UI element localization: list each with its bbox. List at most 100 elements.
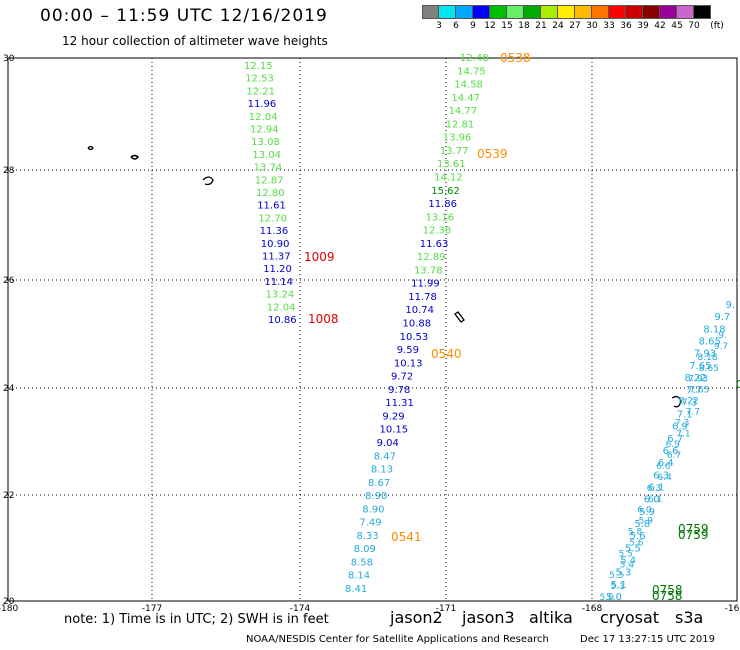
swh-value-east-edge: 6.4 xyxy=(658,458,674,469)
credit-line: NOAA/NESDIS Center for Satellite Applica… xyxy=(246,634,549,645)
swh-value-east-edge2: 6.1 xyxy=(648,495,662,505)
swh-value-east: 11.78 xyxy=(408,292,437,303)
swh-value-east-edge: 6.6 xyxy=(663,446,679,457)
legend-tick: 27 xyxy=(569,21,581,31)
swh-value-west: 13.24 xyxy=(266,290,295,301)
legend-labels: 3 6 9 12 15 18 21 24 27 30 33 36 39 42 45 70 (ft) xyxy=(422,19,724,33)
swh-value-east-edge: 5.3 xyxy=(616,568,632,579)
swh-value-east-edge2: 5.0 xyxy=(600,593,615,603)
swh-value-west: 13.74 xyxy=(254,163,283,174)
swh-value-east: 13.77 xyxy=(440,146,469,157)
swh-value-east-edge2: 7.65 xyxy=(689,386,709,396)
swh-value-east: 13.96 xyxy=(443,133,472,144)
time-label: 0538 xyxy=(500,51,531,65)
time-label: 0758 xyxy=(652,583,683,597)
y-tick-label: 20 xyxy=(3,597,15,607)
swh-value-east: 8.09 xyxy=(354,544,376,555)
time-label: 0540 xyxy=(431,347,462,361)
legend-swatch xyxy=(677,5,694,19)
swh-value-east: 14.47 xyxy=(451,93,480,104)
swh-value-east-edge: 8.65 xyxy=(699,337,721,348)
swh-value-west: 11.61 xyxy=(257,201,286,212)
color-legend: 3 6 9 12 15 18 21 24 27 30 33 36 39 42 45 70 (ft) xyxy=(422,5,724,33)
swh-value-east-edge: 6.3 xyxy=(653,470,669,481)
swh-value-west: 13.08 xyxy=(251,137,280,148)
swh-value-east: 8.41 xyxy=(345,584,367,595)
x-tick-label: -174 xyxy=(290,604,311,614)
swh-value-east: 12.81 xyxy=(446,119,475,130)
swh-value-east-edge2: 5.3 xyxy=(609,571,623,581)
swh-value-east-edge: 8.22 xyxy=(684,373,706,384)
swh-value-east-edge2: 5.8 xyxy=(628,528,643,538)
swh-value-east-edge: 6.1 xyxy=(648,483,664,494)
swh-value-east-edge2: 7.3 xyxy=(675,418,689,428)
island-outline xyxy=(130,154,139,160)
y-tick-label: 28 xyxy=(3,166,15,176)
x-tick-label: -16 xyxy=(725,604,740,614)
swh-value-east: 7.49 xyxy=(359,518,381,529)
legend-tick: 30 xyxy=(586,21,598,31)
legend-swatch xyxy=(524,5,541,19)
legend-swatch xyxy=(643,5,660,19)
swh-value-west: 11.96 xyxy=(248,99,277,110)
swh-value-east-edge2: 8.18 xyxy=(698,353,718,363)
swh-value-east: 11.86 xyxy=(428,199,457,210)
swh-value-east: 9.59 xyxy=(397,345,419,356)
swh-value-east-edge2: 8.65 xyxy=(699,364,719,374)
swh-value-east: 11.99 xyxy=(411,279,440,290)
swh-value-east: 15.62 xyxy=(431,186,460,197)
swh-value-east-edge: 5.0 xyxy=(606,592,622,603)
swh-value-east-edge2: 5.4 xyxy=(620,560,635,570)
swh-value-east-edge2: 7.7 xyxy=(686,407,700,417)
swh-value-east-edge: 7.1 xyxy=(677,410,693,421)
legend-swatch xyxy=(575,5,592,19)
chart-subtitle: 12 hour collection of altimeter wave hei… xyxy=(62,34,328,48)
legend-tick: 39 xyxy=(637,21,649,31)
chart-title: 00:00 – 11:59 UTC 12/16/2019 xyxy=(40,6,328,26)
swh-value-east-edge: 5.4 xyxy=(620,556,636,567)
swh-value-east-edge2: 8.22 xyxy=(679,397,699,407)
legend-tick: 42 xyxy=(654,21,666,31)
swh-value-east-edge: 9. xyxy=(725,300,735,311)
x-tick-label: -168 xyxy=(582,604,603,614)
map-frame xyxy=(7,57,738,602)
swh-value-east: 14.77 xyxy=(449,106,478,117)
swh-value-east: 8.90 xyxy=(362,504,384,515)
swh-value-east: 14.75 xyxy=(457,66,486,77)
swh-value-east: 14.12 xyxy=(434,172,463,183)
swh-value-east-edge2: 5.1 xyxy=(610,582,624,592)
swh-value-east-edge2: 9.7 xyxy=(714,342,728,352)
edge-value: 0 xyxy=(736,378,740,391)
time-label: 0541 xyxy=(391,530,422,544)
swh-value-east: 10.13 xyxy=(394,358,423,369)
legend-tick: 3 xyxy=(436,21,442,31)
legend-swatches xyxy=(422,5,711,19)
swh-value-east-edge: 5.1 xyxy=(611,580,627,591)
swh-value-east-edge: 7.3 xyxy=(681,397,697,408)
swh-value-east: 8.14 xyxy=(348,571,370,582)
swh-value-east: 9.78 xyxy=(388,385,410,396)
legend-swatch xyxy=(422,5,439,19)
swh-value-east-edge2: 6.6 xyxy=(656,462,671,472)
legend-swatch xyxy=(439,5,456,19)
legend-swatch xyxy=(507,5,524,19)
swh-value-east: 8.47 xyxy=(374,451,396,462)
island-outline xyxy=(202,176,214,186)
legend-tick: 18 xyxy=(518,21,530,31)
legend-swatch xyxy=(660,5,677,19)
mission-s3a: s3a xyxy=(675,608,704,627)
swh-value-east: 8.90 xyxy=(365,491,387,502)
swh-value-east-edge: 9.7 xyxy=(714,312,730,323)
swh-value-west: 10.90 xyxy=(261,239,290,250)
swh-value-west: 11.14 xyxy=(264,277,293,288)
swh-value-east-edge: 5.6 xyxy=(630,531,646,542)
time-label: 0759 xyxy=(678,528,709,542)
swh-value-east-edge2: 7.93 xyxy=(688,375,708,385)
legend-tick: 6 xyxy=(453,21,459,31)
legend-swatch xyxy=(558,5,575,19)
swh-value-east: 13.16 xyxy=(426,212,455,223)
swh-value-east: 10.53 xyxy=(400,332,429,343)
swh-value-east: 13.78 xyxy=(414,265,443,276)
time-label: 0539 xyxy=(477,147,508,161)
swh-value-east: 9.04 xyxy=(377,438,399,449)
